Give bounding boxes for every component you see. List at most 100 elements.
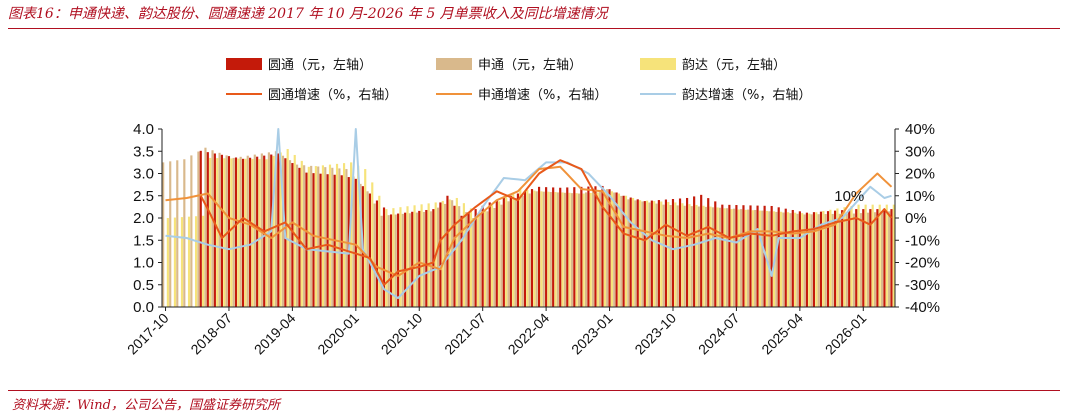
bar <box>218 152 221 307</box>
right-tick-label: -20% <box>905 255 940 272</box>
bar <box>721 204 724 307</box>
left-tick-label: 2.0 <box>133 210 154 227</box>
bar <box>488 202 491 307</box>
bar <box>587 186 590 307</box>
bar <box>495 200 498 307</box>
bar <box>542 191 545 307</box>
bar <box>204 147 207 307</box>
bar <box>824 214 827 307</box>
bar <box>810 214 813 307</box>
bar <box>246 155 249 307</box>
bar <box>373 203 376 307</box>
x-tick-label: 2017-10 <box>124 310 172 358</box>
bar <box>169 161 172 307</box>
bar <box>815 212 818 307</box>
bar <box>657 200 660 307</box>
legend-swatch <box>436 58 472 70</box>
bar <box>678 198 682 307</box>
bar <box>413 205 416 307</box>
bar <box>589 192 592 307</box>
annotation-label: 10% <box>834 188 864 205</box>
title-divider <box>8 28 1060 29</box>
bar <box>892 204 895 307</box>
legend: 圆通（元，左轴） 申通（元，左轴） 韵达（元，左轴） 圆通增速（%，右轴） 申通增速（%… <box>226 58 811 103</box>
bar <box>220 154 223 307</box>
bar <box>265 159 268 307</box>
bar <box>401 213 404 307</box>
bar <box>664 199 668 307</box>
bar <box>770 205 773 307</box>
legend-label: 申通增速（%，右轴） <box>478 88 607 103</box>
bar <box>629 197 632 307</box>
bar <box>871 204 874 307</box>
bar <box>523 191 527 307</box>
bar <box>462 203 465 307</box>
bar <box>735 205 738 307</box>
bar <box>335 163 339 307</box>
bar <box>408 213 411 307</box>
bar <box>420 204 423 307</box>
chart-canvas: 0.0 0.5 1.0 1.5 2.0 2.5 3.0 3.5 4.0 -40% -30% -20% -… <box>124 58 940 358</box>
left-tick-label: 3.5 <box>133 143 154 160</box>
bar <box>639 200 642 307</box>
bar <box>725 208 729 307</box>
bar <box>650 200 653 307</box>
bar <box>819 211 823 307</box>
bar <box>817 214 820 307</box>
bar <box>615 192 618 307</box>
bar <box>582 193 585 307</box>
legend-item: 申通增速（%，右轴） <box>436 88 607 103</box>
chart-title: 图表16：申通快递、韵达股份、圆通速递 2017 年 10 月-2026 年 5… <box>8 6 608 22</box>
bar <box>444 203 447 307</box>
right-tick-label: 30% <box>905 143 935 160</box>
bar <box>808 213 811 307</box>
bar <box>241 158 245 307</box>
bar <box>711 207 714 307</box>
series-line <box>165 165 893 277</box>
bar <box>491 205 494 307</box>
bar <box>319 173 322 307</box>
right-tick-label: 10% <box>905 188 935 205</box>
left-tick-label: 2.5 <box>133 188 154 205</box>
bar <box>686 197 689 307</box>
bar <box>631 197 635 307</box>
bar <box>568 192 571 307</box>
bar <box>469 208 473 307</box>
bar <box>545 187 548 307</box>
bar <box>225 155 228 307</box>
bar <box>230 158 233 307</box>
bar <box>796 213 799 307</box>
x-tick-label: 2025-04 <box>758 310 806 358</box>
bar <box>812 212 816 307</box>
bar <box>476 213 480 307</box>
bar <box>634 200 637 307</box>
bar <box>180 217 184 307</box>
bar <box>667 201 670 307</box>
bar <box>258 159 261 307</box>
bar <box>249 157 252 307</box>
bar <box>194 216 198 307</box>
bar <box>779 211 783 307</box>
bar <box>307 166 310 307</box>
bar <box>216 158 219 307</box>
x-tick-label: 2022-04 <box>505 310 553 358</box>
bar <box>683 205 686 307</box>
bar <box>732 208 736 307</box>
left-tick-label: 0.0 <box>133 299 154 316</box>
bar <box>537 186 541 307</box>
bar <box>620 195 623 307</box>
bar <box>742 205 745 307</box>
left-tick-label: 1.5 <box>133 232 154 249</box>
bar <box>514 197 517 307</box>
bar <box>300 160 303 307</box>
bar <box>702 205 705 307</box>
bar <box>549 192 552 307</box>
bar <box>321 165 325 307</box>
x-tick-label: 2021-07 <box>441 310 489 358</box>
bar <box>354 178 357 307</box>
bar <box>385 209 388 307</box>
x-tick-label: 2023-01 <box>568 310 616 358</box>
bar <box>166 218 169 307</box>
bar <box>681 203 684 307</box>
bar <box>838 213 841 307</box>
